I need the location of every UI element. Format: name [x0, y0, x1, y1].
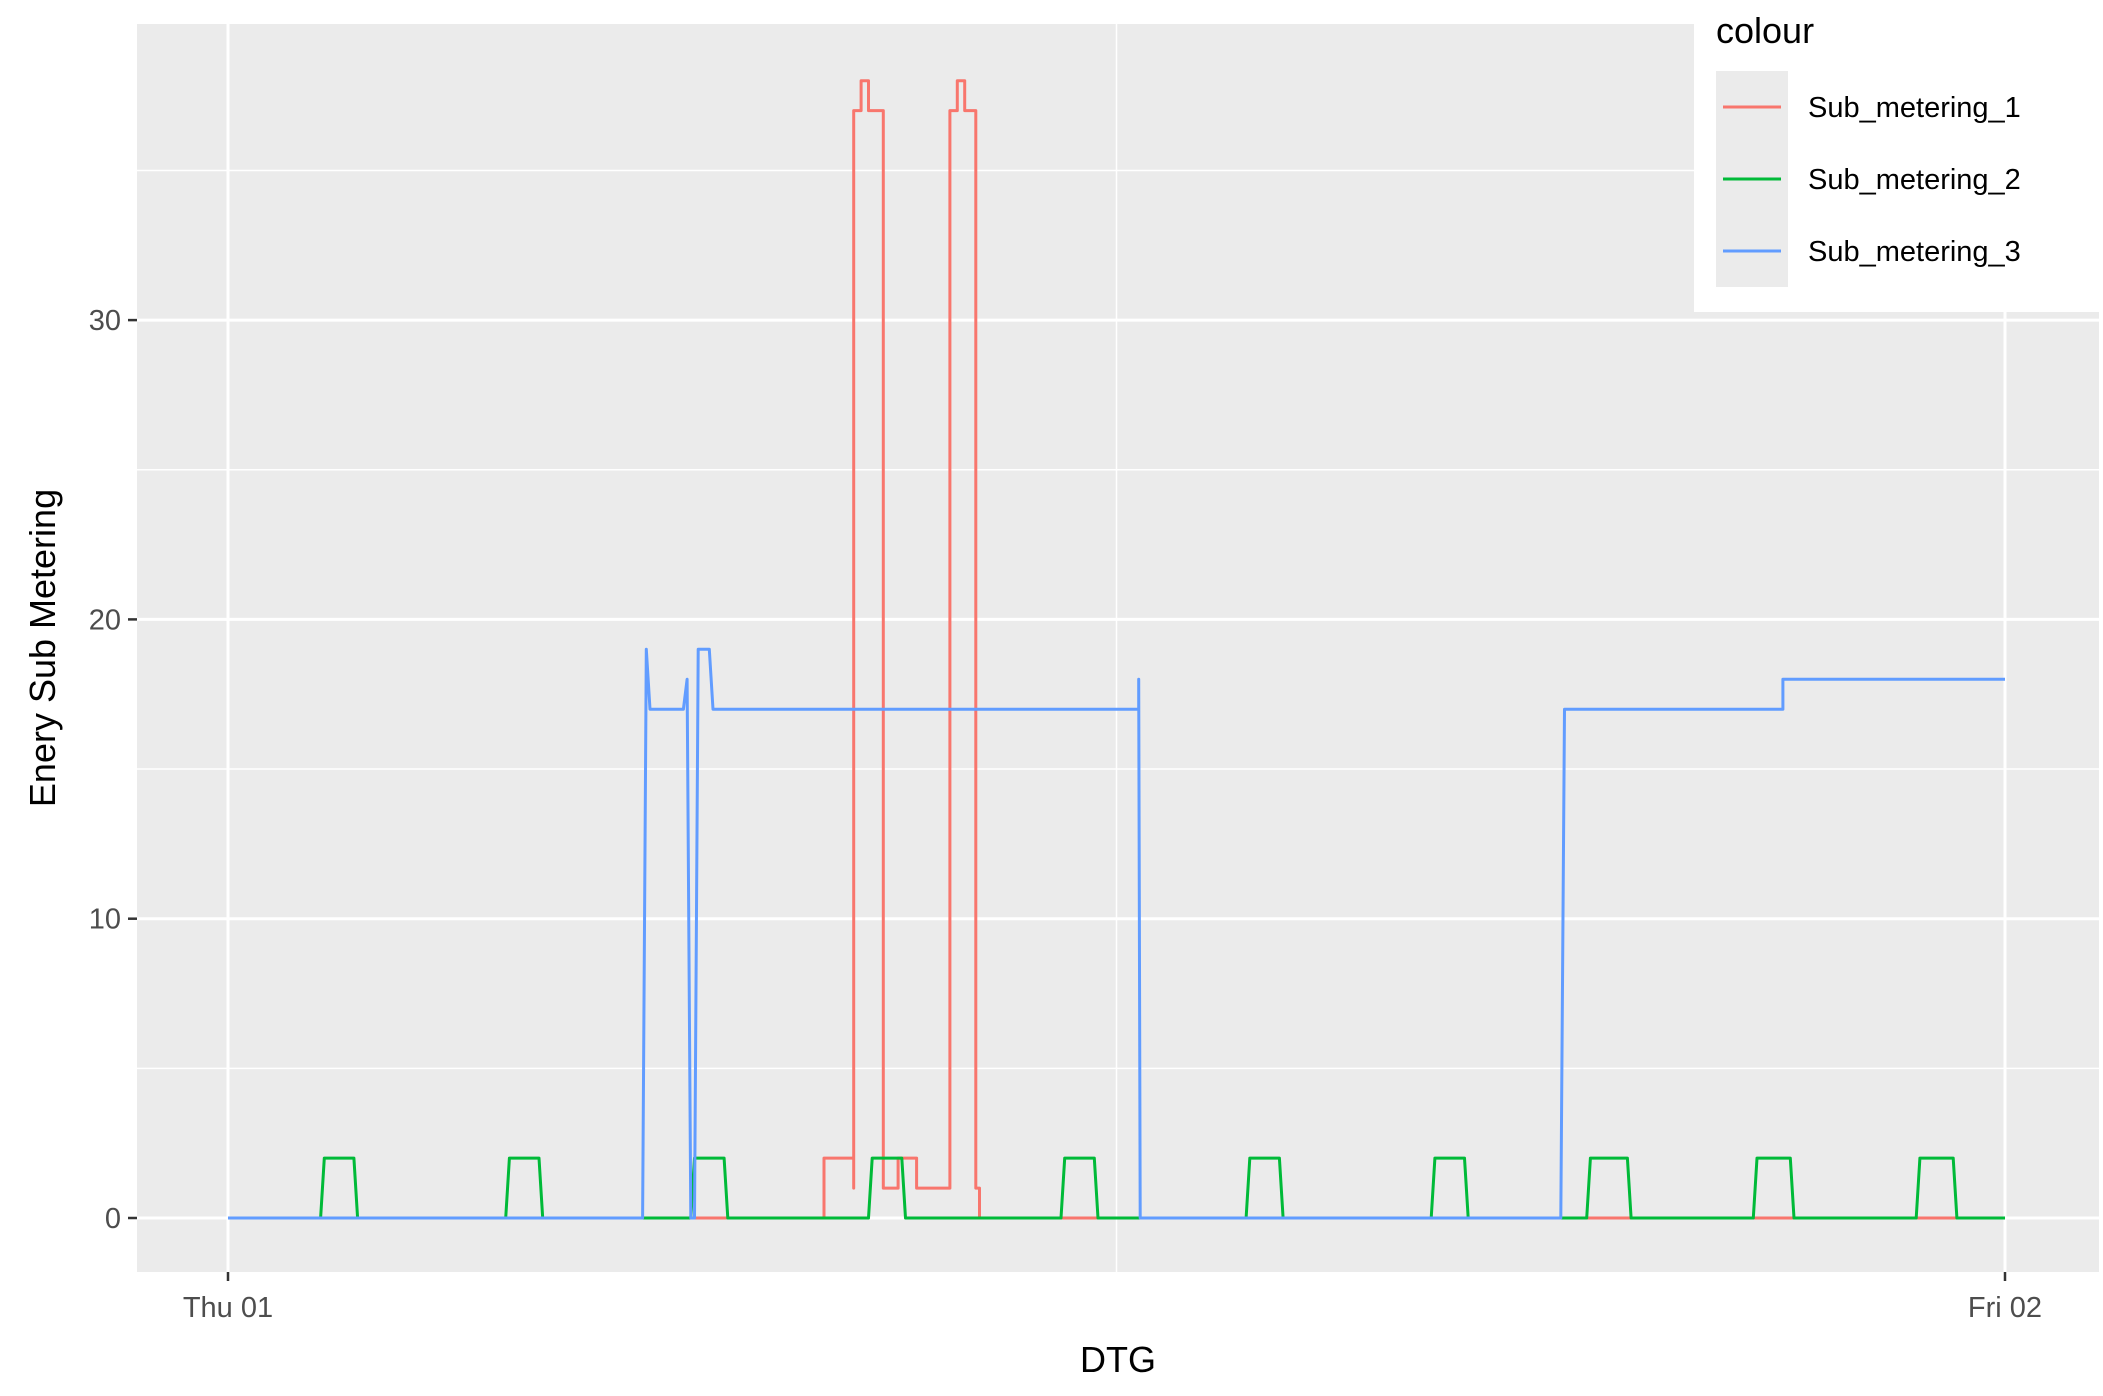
y-tick-label: 30	[89, 305, 121, 337]
x-axis-title: DTG	[1080, 1339, 1156, 1380]
y-axis-title: Enery Sub Metering	[22, 489, 63, 807]
legend-label: Sub_metering_3	[1808, 236, 2021, 268]
y-tick-label: 10	[89, 904, 121, 936]
legend-label: Sub_metering_2	[1808, 164, 2021, 196]
legend-items: Sub_metering_1 Sub_metering_2 Sub_metering…	[1716, 71, 2021, 287]
series-layer	[228, 79, 2005, 1220]
x-tick-label: Fri 02	[1968, 1292, 2042, 1324]
legend-label: Sub_metering_1	[1808, 92, 2021, 124]
y-tick-label: 20	[89, 604, 121, 636]
y-axis: 0 10 20 30	[89, 305, 137, 1235]
x-tick-label: Thu 01	[183, 1292, 273, 1324]
y-tick-label: 0	[105, 1203, 121, 1235]
series-line-3	[228, 647, 2005, 1220]
legend: colour Sub_metering_1Sub_metering_2Sub_m…	[1694, 0, 2103, 312]
x-axis: Thu 01 Fri 02	[183, 1272, 2042, 1324]
minor-gridlines	[137, 24, 2099, 1272]
legend-title: colour	[1716, 10, 1814, 51]
